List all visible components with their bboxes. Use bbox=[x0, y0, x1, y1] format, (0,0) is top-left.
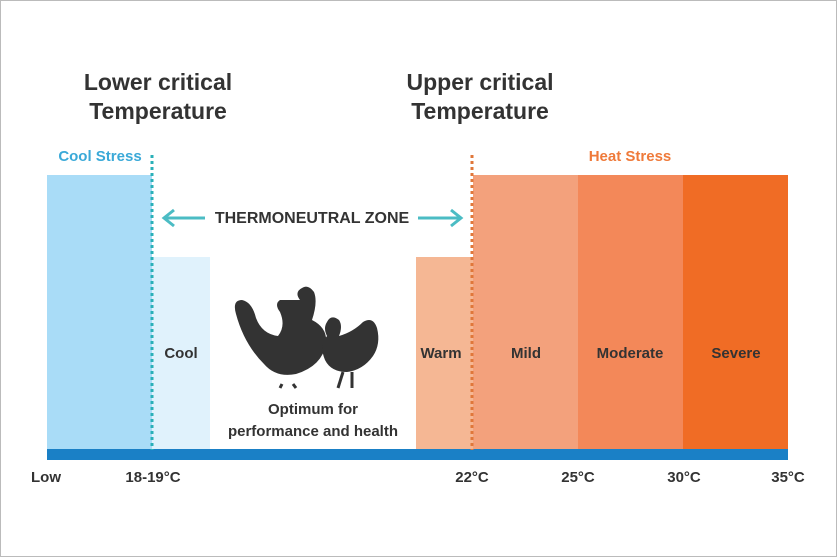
optimum-label: performance and health bbox=[228, 423, 398, 440]
cool-stress-block bbox=[47, 175, 152, 451]
upper-title: Upper critical bbox=[407, 69, 554, 95]
band-label: Severe bbox=[711, 345, 760, 362]
warm-block bbox=[416, 257, 473, 451]
moderate-block bbox=[578, 175, 683, 451]
mild-block bbox=[473, 175, 578, 451]
upper-title: Temperature bbox=[411, 98, 549, 124]
axis-label: 25°C bbox=[561, 469, 595, 486]
cool-stress: Cool Stress bbox=[58, 148, 141, 165]
optimum-label: Optimum for bbox=[268, 401, 358, 418]
band-label: Warm bbox=[420, 345, 461, 362]
axis-label: 35°C bbox=[771, 469, 805, 486]
zone-arrows bbox=[161, 208, 464, 228]
axis-label: 30°C bbox=[667, 469, 701, 486]
heat-stress: Heat Stress bbox=[589, 148, 672, 165]
axis-label: 18-19°C bbox=[125, 469, 180, 486]
band-label: Cool bbox=[164, 345, 197, 362]
severe-block bbox=[683, 175, 788, 451]
band-label: Moderate bbox=[597, 345, 664, 362]
chickens bbox=[234, 286, 379, 389]
lower-title: Lower critical bbox=[84, 69, 232, 95]
axis-label: Low bbox=[31, 469, 61, 486]
lower-title: Temperature bbox=[89, 98, 227, 124]
baseline bbox=[47, 449, 788, 460]
axis-label: 22°C bbox=[455, 469, 489, 486]
zone-label: THERMONEUTRAL ZONE bbox=[215, 210, 410, 227]
cool-block bbox=[152, 257, 210, 451]
band-label: Mild bbox=[511, 345, 541, 362]
